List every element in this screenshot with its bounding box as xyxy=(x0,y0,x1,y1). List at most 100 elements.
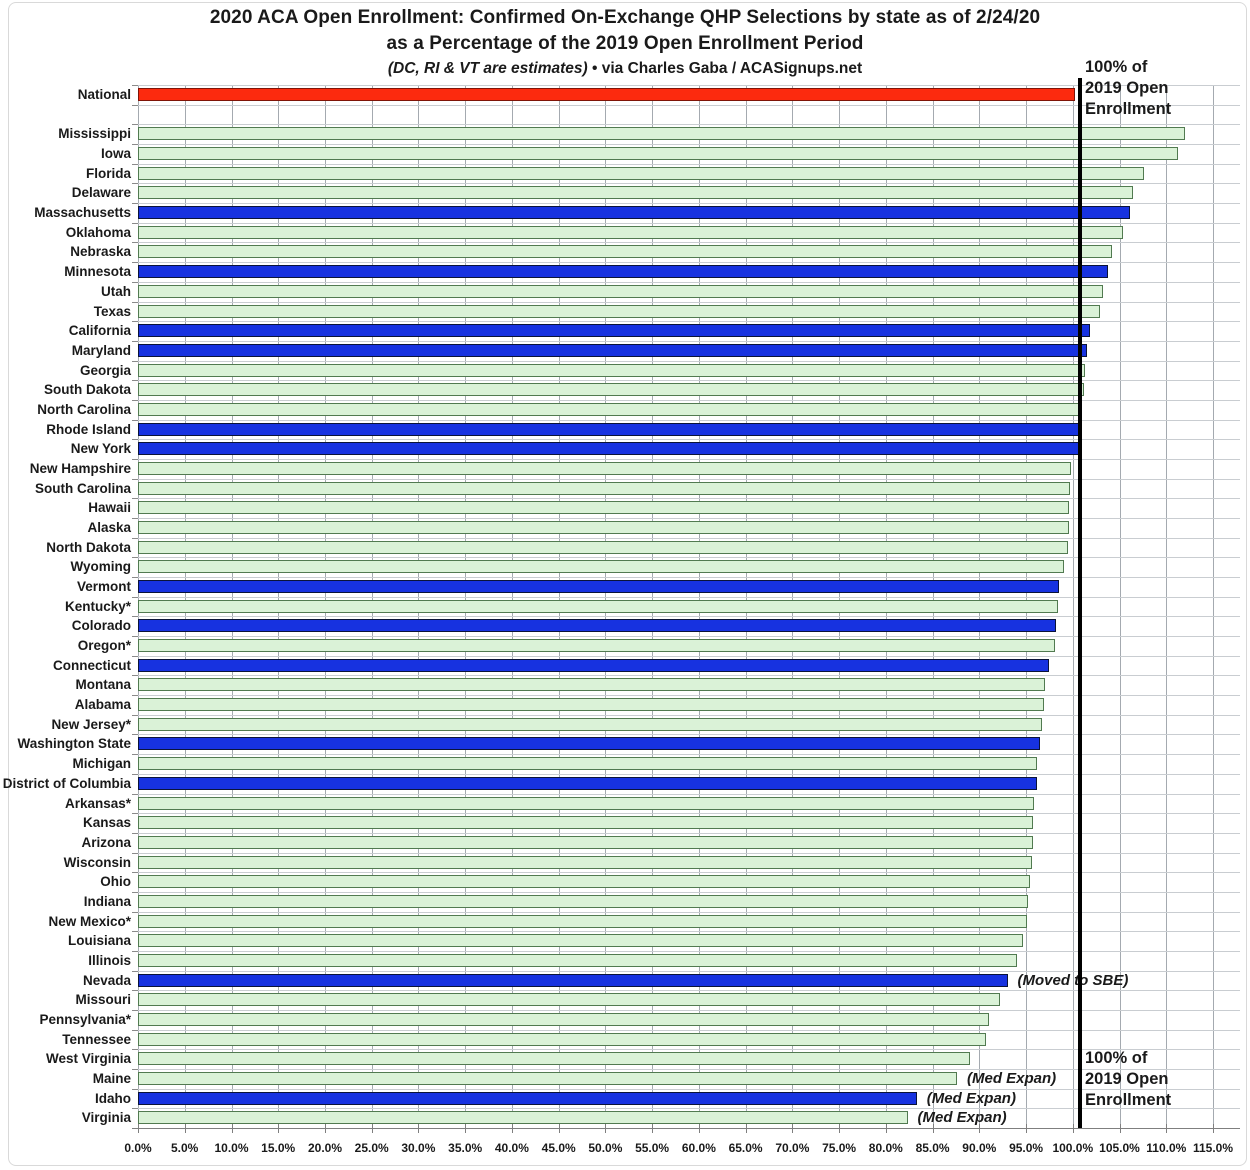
bar-south-carolina xyxy=(138,481,1071,495)
reference-line-label-bottom: 100% of 2019 Open Enrollment xyxy=(1085,1049,1172,1109)
x-axis-label: 95.0% xyxy=(1009,1141,1044,1155)
y-axis-tick xyxy=(132,281,138,283)
chart-title-line1: 2020 ACA Open Enrollment: Confirmed On-E… xyxy=(209,7,1041,28)
category-label-new-york: New York xyxy=(70,441,131,457)
y-axis-tick xyxy=(132,793,138,795)
x-axis-label: 115.0% xyxy=(1192,1141,1234,1155)
category-label-ohio: Ohio xyxy=(100,874,131,890)
y-axis-tick xyxy=(132,203,138,205)
category-label-district-of-columbia: District of Columbia xyxy=(2,775,131,791)
category-label-texas: Texas xyxy=(93,303,131,319)
x-axis-label: 5.0% xyxy=(171,1141,199,1155)
category-label-maine: Maine xyxy=(92,1071,131,1086)
bar-colorado xyxy=(138,619,1057,633)
reference-line-label-top: 100% of 2019 Open Enrollment xyxy=(1085,58,1172,118)
category-label-florida: Florida xyxy=(85,165,131,181)
category-label-oregon: Oregon* xyxy=(77,638,131,653)
x-axis-label: 55.0% xyxy=(635,1141,670,1155)
row-separator xyxy=(138,832,1240,834)
bar-louisiana xyxy=(138,934,1023,948)
y-axis-tick xyxy=(132,931,138,933)
bar-new-mexico xyxy=(138,914,1028,928)
y-axis-tick xyxy=(132,557,138,559)
row-separator xyxy=(138,1108,1240,1110)
bar-south-dakota xyxy=(138,383,1085,397)
bar-wyoming xyxy=(138,560,1064,574)
category-label-west-virginia: West Virginia xyxy=(45,1051,131,1067)
bar-district-of-columbia xyxy=(138,776,1037,790)
bar-utah xyxy=(138,284,1103,298)
row-separator xyxy=(138,596,1240,598)
bar-pennsylvania xyxy=(138,1013,989,1026)
plot-area: National Mississippi Iowa Florida Delaware Ma… xyxy=(3,78,1240,1133)
y-axis-tick xyxy=(132,1010,138,1011)
row-separator xyxy=(138,281,1240,283)
bar-georgia xyxy=(138,363,1086,377)
bar-tennessee xyxy=(138,1032,986,1046)
y-axis-tick xyxy=(132,1088,138,1090)
row-separator xyxy=(138,458,1240,460)
x-axis-label: 65.0% xyxy=(728,1141,763,1155)
category-label-south-dakota: South Dakota xyxy=(43,382,131,398)
y-axis-tick xyxy=(132,321,138,323)
y-axis-tick xyxy=(132,655,138,657)
category-label-indiana: Indiana xyxy=(83,893,131,909)
bar-vermont xyxy=(138,580,1059,593)
y-axis-tick xyxy=(132,675,138,677)
row-separator xyxy=(138,340,1240,342)
y-axis-tick xyxy=(132,616,138,618)
category-label-maryland: Maryland xyxy=(71,342,131,358)
bar-new-york xyxy=(138,442,1080,456)
category-label-idaho: Idaho xyxy=(95,1090,131,1106)
y-axis-tick xyxy=(132,399,138,401)
y-axis-tick xyxy=(132,754,138,756)
y-axis-tick xyxy=(132,813,138,815)
bar-california xyxy=(138,324,1090,338)
y-axis-tick xyxy=(132,852,138,854)
bar-north-carolina xyxy=(138,402,1083,416)
bar-nevada xyxy=(138,973,1008,987)
category-label-alabama: Alabama xyxy=(74,697,131,713)
y-axis-tick xyxy=(132,714,138,716)
bar-ohio xyxy=(138,875,1030,889)
category-label-south-carolina: South Carolina xyxy=(34,480,131,496)
category-label-hawaii: Hawaii xyxy=(88,500,131,516)
category-label-utah: Utah xyxy=(101,283,131,299)
bar-minnesota xyxy=(138,265,1108,279)
bar-michigan xyxy=(138,757,1038,771)
bar-connecticut xyxy=(138,658,1049,672)
y-axis-tick xyxy=(132,773,138,775)
bar-massachusetts xyxy=(138,206,1130,220)
category-label-virginia: Virginia xyxy=(81,1110,131,1126)
annotation-nevada: (Moved to SBE) xyxy=(1017,971,1129,989)
row-separator xyxy=(138,163,1240,165)
bar-montana xyxy=(138,678,1045,692)
row-separator xyxy=(138,931,1240,933)
row-separator xyxy=(138,793,1240,795)
category-label-delaware: Delaware xyxy=(71,185,131,201)
bar-kentucky xyxy=(138,599,1058,613)
row-separator xyxy=(138,301,1240,303)
y-axis-tick xyxy=(132,419,138,421)
row-separator xyxy=(138,754,1240,756)
y-axis-tick xyxy=(132,970,138,972)
bar-oklahoma xyxy=(138,225,1124,239)
x-axis-label: 20.0% xyxy=(307,1141,343,1155)
category-label-connecticut: Connecticut xyxy=(52,657,131,673)
category-label-national: National xyxy=(77,87,131,102)
y-axis-tick xyxy=(132,596,138,598)
x-axis-label: 50.0% xyxy=(588,1141,623,1155)
bar-washington-state xyxy=(138,737,1041,751)
y-axis-tick xyxy=(132,340,138,342)
category-label-missouri: Missouri xyxy=(75,992,131,1008)
bar-nebraska xyxy=(138,245,1113,259)
x-axis-label: 105.0% xyxy=(1099,1141,1140,1155)
x-axis-label: 85.0% xyxy=(915,1141,950,1155)
category-label-kansas: Kansas xyxy=(82,815,131,831)
x-axis-label: 10.0% xyxy=(214,1141,249,1155)
row-separator xyxy=(138,262,1240,264)
x-axis-label: 0.0% xyxy=(124,1141,152,1155)
x-axis-label: 30.0% xyxy=(401,1141,436,1155)
row-separator xyxy=(138,675,1240,677)
row-separator xyxy=(138,1010,1240,1011)
